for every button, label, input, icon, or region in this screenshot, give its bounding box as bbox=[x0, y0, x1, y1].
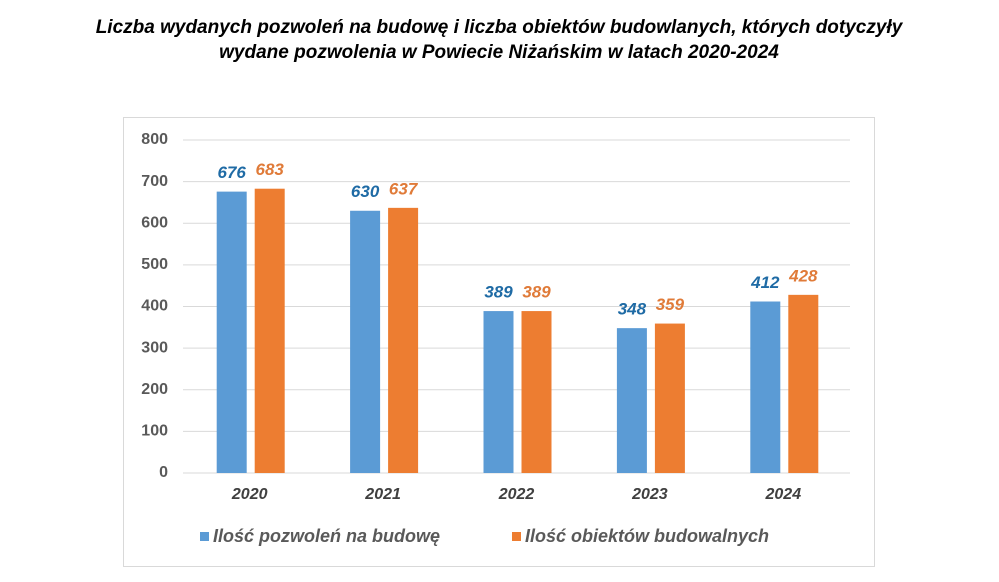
y-tick-label: 500 bbox=[141, 256, 168, 273]
y-tick-label: 300 bbox=[141, 339, 168, 356]
x-tick-label: 2022 bbox=[498, 486, 535, 503]
bar bbox=[483, 311, 514, 473]
data-label: 389 bbox=[522, 283, 551, 302]
y-tick-label: 0 bbox=[159, 464, 168, 481]
data-label: 676 bbox=[218, 163, 247, 182]
bar bbox=[254, 188, 285, 474]
chart-title: wydane pozwolenia w Powiecie Niżańskim w… bbox=[219, 42, 779, 63]
y-tick-label: 100 bbox=[141, 423, 168, 440]
chart-frame bbox=[123, 117, 875, 567]
data-label: 359 bbox=[656, 295, 685, 314]
data-label: 630 bbox=[351, 182, 380, 201]
y-tick-label: 700 bbox=[141, 173, 168, 190]
x-tick-label: 2024 bbox=[765, 486, 802, 503]
bar bbox=[521, 311, 552, 473]
x-tick-label: 2023 bbox=[631, 486, 668, 503]
data-label: 412 bbox=[750, 273, 780, 292]
y-tick-label: 800 bbox=[141, 131, 168, 148]
data-label: 348 bbox=[618, 300, 647, 319]
bar bbox=[350, 210, 381, 473]
legend-swatch bbox=[512, 532, 521, 541]
legend-label: Ilość pozwoleń na budowę bbox=[213, 526, 440, 546]
data-label: 683 bbox=[256, 160, 285, 179]
bar bbox=[654, 323, 685, 473]
data-label: 428 bbox=[788, 266, 818, 285]
bar bbox=[388, 207, 419, 473]
bar bbox=[216, 191, 247, 474]
chart-title: Liczba wydanych pozwoleń na budowę i lic… bbox=[96, 17, 904, 38]
y-tick-label: 600 bbox=[141, 214, 168, 231]
data-label: 389 bbox=[484, 283, 513, 302]
y-tick-label: 400 bbox=[141, 298, 168, 315]
legend-swatch bbox=[200, 532, 209, 541]
legend-label: Ilość obiektów budowalnych bbox=[525, 526, 769, 546]
x-tick-label: 2021 bbox=[364, 486, 401, 503]
x-tick-label: 2020 bbox=[231, 486, 268, 503]
data-label: 637 bbox=[389, 179, 419, 198]
bar bbox=[616, 328, 647, 473]
bar bbox=[750, 301, 781, 473]
y-tick-label: 200 bbox=[141, 381, 168, 398]
bar bbox=[788, 294, 819, 473]
